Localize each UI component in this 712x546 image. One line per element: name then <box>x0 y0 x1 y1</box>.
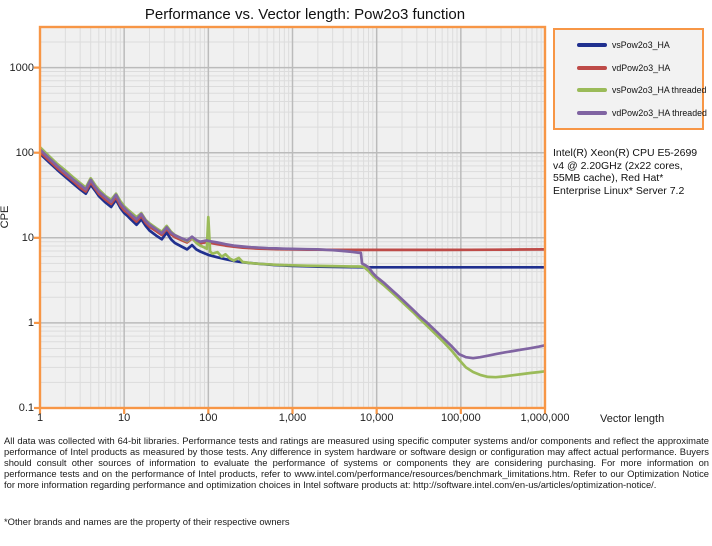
legend-label: vsPow2o3_HA <box>612 40 670 51</box>
chart-title: Performance vs. Vector length: Pow2o3 fu… <box>144 6 466 23</box>
trademark-note: *Other brands and names are the property… <box>4 516 290 527</box>
legend-item: vsPow2o3_HA <box>577 40 702 50</box>
series-line-swatch <box>577 43 607 48</box>
x-tick-label: 100 <box>199 412 218 424</box>
legend-item: vdPow2o3_HA threaded <box>577 108 707 118</box>
x-tick-label: 1,000,000 <box>520 412 570 424</box>
y-tick-label: 1000 <box>9 61 34 74</box>
legend: vsPow2o3_HA vdPow2o3_HA vsPow2o3_HA thre… <box>553 28 707 130</box>
legend-item: vdPow2o3_HA <box>577 63 702 73</box>
legend-item: vsPow2o3_HA threaded <box>577 85 706 95</box>
y-tick-label: 100 <box>15 146 34 159</box>
x-tick-label: 100,000 <box>440 412 481 424</box>
legend-label: vdPow2o3_HA threaded <box>612 107 707 118</box>
x-tick-label: 10,000 <box>359 412 394 424</box>
x-tick-label: 1,000 <box>278 412 307 424</box>
system-info-note: Intel(R) Xeon(R) CPU E5-2699 v4 @ 2.20GH… <box>553 147 698 197</box>
legend-label: vsPow2o3_HA threaded <box>612 85 707 96</box>
legend-label: vdPow2o3_HA <box>612 62 671 73</box>
y-tick-label: 10 <box>21 231 34 244</box>
disclaimer-text: All data was collected with 64-bit libra… <box>4 435 709 490</box>
series-line-swatch <box>577 110 607 115</box>
x-axis-title: Vector length <box>600 413 665 425</box>
series-line-swatch <box>577 65 607 70</box>
series-line-swatch <box>577 88 607 93</box>
x-tick-label: 1 <box>36 412 44 424</box>
series-line-vdPow2o3_HA-threaded <box>39 148 546 360</box>
y-tick-label: 0.1 <box>18 402 34 414</box>
x-tick-label: 10 <box>118 412 131 424</box>
y-tick-label: 1 <box>27 316 34 329</box>
